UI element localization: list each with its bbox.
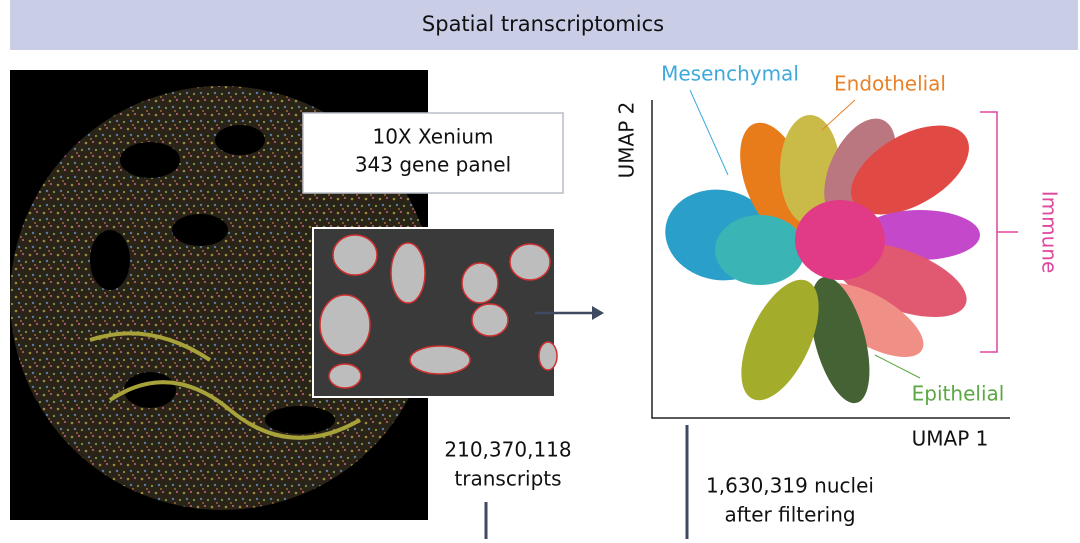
header-bar	[10, 0, 1078, 50]
cluster-label: Immune	[1038, 191, 1062, 274]
cluster-pointer	[821, 99, 856, 131]
umap-axes	[651, 100, 1010, 419]
platform-box	[302, 112, 564, 194]
cluster-pointer	[874, 354, 921, 379]
transcripts-label: transcripts	[454, 467, 561, 491]
nuclei-count: 1,630,319 nuclei	[706, 474, 874, 498]
cluster-label: Endothelial	[834, 72, 946, 96]
cluster-label: Epithelial	[912, 382, 1005, 406]
platform-line: 343 gene panel	[355, 153, 511, 177]
nuclei-label: after filtering	[724, 503, 855, 527]
arrow-head	[592, 306, 604, 320]
tissue-holes	[90, 125, 335, 434]
nuclei-outlines	[319, 234, 558, 389]
immune-bracket	[980, 111, 1018, 353]
cluster-label: Mesenchymal	[661, 62, 799, 86]
platform-line: 10X Xenium	[372, 125, 493, 149]
header-title: Spatial transcriptomics	[422, 12, 664, 36]
umap-y-label: UMAP 2	[615, 102, 639, 179]
tissue-structure	[89, 331, 361, 440]
umap-x-label: UMAP 1	[912, 427, 989, 451]
cluster-pointer	[689, 89, 729, 176]
transcripts-count: 210,370,118	[444, 438, 571, 462]
umap-clusters	[665, 115, 980, 404]
